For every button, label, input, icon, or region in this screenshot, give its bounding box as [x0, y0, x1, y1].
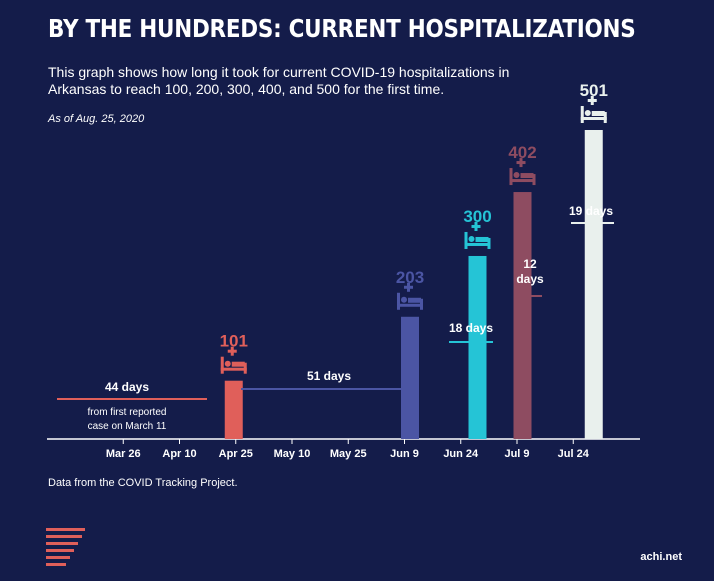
site-url: achi.net [640, 551, 682, 563]
interval-label: 44 days [105, 380, 149, 394]
as-of-date: As of Aug. 25, 2020 [48, 113, 145, 125]
x-tick-label: Apr 25 [219, 448, 253, 460]
bed-icon-part [580, 117, 607, 120]
x-tick-label: Jul 9 [504, 448, 529, 460]
x-tick-label: Mar 26 [106, 448, 141, 460]
x-tick-label: Jul 24 [558, 448, 590, 460]
bar-value-label: 501 [580, 81, 608, 100]
interval-label: 18 days [449, 321, 493, 335]
interval-label: days [516, 272, 544, 286]
bar-value-label: 300 [463, 207, 491, 226]
bar-value-label: 203 [396, 268, 424, 287]
bed-icon-part [532, 174, 536, 186]
bed-icon-part [397, 292, 400, 310]
achi-logo-icon [46, 528, 85, 566]
bed-icon-part [513, 172, 520, 179]
chart-subtitle: This graph shows how long it took for cu… [48, 64, 510, 97]
x-tick-label: Jun 9 [390, 448, 419, 460]
bed-icon-part [487, 237, 491, 249]
bed-icon-part [516, 161, 526, 165]
bed-icon-part [464, 242, 491, 246]
bed-icon-part [509, 179, 536, 183]
interval-note: from first reported [88, 407, 167, 418]
bed-icon-part [520, 173, 534, 179]
chart-title: BY THE HUNDREDS: CURRENT HOSPITALIZATION… [48, 14, 636, 43]
hospital-bed-icon [509, 158, 536, 186]
bed-icon-part [509, 168, 513, 186]
bed-icon-part [464, 231, 468, 249]
bar-203 [401, 316, 419, 439]
bed-icon-part [408, 297, 421, 303]
x-tick-label: Apr 10 [162, 448, 196, 460]
bed-icon-part [591, 111, 605, 116]
bed-icon-part [220, 367, 247, 371]
interval-note: case on March 11 [88, 421, 167, 432]
bed-icon-part [468, 235, 475, 242]
source-note: Data from the COVID Tracking Project. [48, 477, 238, 489]
bed-icon-part [220, 356, 224, 374]
hospital-bed-icon [220, 346, 247, 374]
bed-icon-part [227, 349, 237, 353]
bed-icon-part [404, 285, 413, 289]
bed-icon-part [475, 236, 489, 242]
bed-icon-part [603, 112, 607, 123]
hospital-bed-icon [464, 221, 491, 249]
bed-icon-part [471, 224, 481, 228]
hospital-bed-icon [397, 282, 423, 310]
bed-icon-part [580, 106, 584, 123]
hospital-bed-icon [580, 96, 607, 123]
bar-value-label: 101 [220, 332, 248, 351]
interval-label: 19 days [569, 204, 613, 218]
x-tick-label: May 10 [274, 448, 311, 460]
x-tick-label: Jun 24 [443, 448, 479, 460]
bed-icon-part [243, 362, 247, 374]
bed-icon-part [587, 99, 597, 102]
bed-icon-part [420, 298, 423, 310]
interval-label: 51 days [307, 369, 351, 383]
bar-300 [468, 255, 487, 439]
bed-icon-part [397, 303, 423, 307]
bed-icon-part [584, 110, 591, 116]
bed-icon-part [224, 360, 231, 367]
bar-402 [513, 192, 532, 439]
bar-value-label: 402 [508, 143, 536, 162]
interval-label: 12 [523, 257, 537, 271]
bed-icon-part [231, 361, 245, 367]
bar-101 [224, 380, 243, 439]
x-tick-label: May 25 [330, 448, 367, 460]
bar-501 [584, 130, 603, 439]
bed-icon-part [401, 296, 407, 303]
